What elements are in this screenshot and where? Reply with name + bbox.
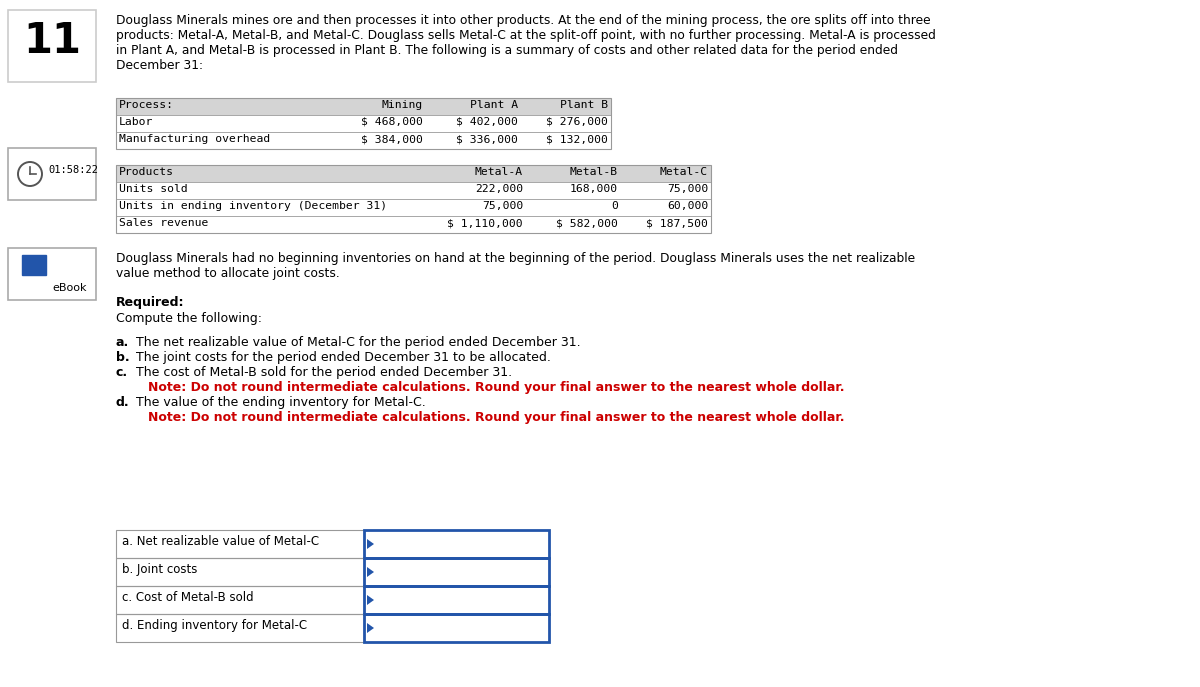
Text: Units in ending inventory (December 31): Units in ending inventory (December 31) [119, 201, 388, 211]
Text: Sales revenue: Sales revenue [119, 218, 209, 228]
Text: Process:: Process: [119, 100, 174, 110]
Text: Metal-B: Metal-B [570, 167, 618, 177]
Text: Metal-C: Metal-C [660, 167, 708, 177]
Text: December 31:: December 31: [116, 59, 203, 72]
Text: Note: Do not round intermediate calculations. Round your final answer to the nea: Note: Do not round intermediate calculat… [148, 381, 845, 394]
Bar [116, 98, 611, 149]
Text: 75,000: 75,000 [667, 184, 708, 194]
Bar [8, 148, 96, 200]
Text: The cost of Metal-B sold for the period ended December 31.: The cost of Metal-B sold for the period … [136, 366, 512, 379]
Bar [364, 558, 550, 586]
Text: Mining: Mining [382, 100, 424, 110]
Text: $ 384,000: $ 384,000 [361, 134, 424, 144]
Bar [364, 614, 550, 642]
Bar [116, 530, 364, 558]
Bar [364, 530, 550, 558]
Text: Douglass Minerals had no beginning inventories on hand at the beginning of the p: Douglass Minerals had no beginning inven… [116, 252, 916, 265]
Text: b. Joint costs: b. Joint costs [122, 563, 197, 576]
Text: products: Metal-A, Metal-B, and Metal-C. Douglass sells Metal-C at the split-off: products: Metal-A, Metal-B, and Metal-C.… [116, 29, 936, 42]
Bar [116, 614, 364, 642]
Text: $ 276,000: $ 276,000 [546, 117, 608, 127]
Text: 222,000: 222,000 [475, 184, 523, 194]
Text: 11: 11 [23, 20, 82, 62]
Text: $ 187,500: $ 187,500 [646, 218, 708, 228]
Text: a. Net realizable value of Metal-C: a. Net realizable value of Metal-C [122, 535, 319, 548]
Bar [116, 165, 710, 182]
Bar [116, 98, 611, 115]
Text: $ 336,000: $ 336,000 [456, 134, 518, 144]
Text: a.: a. [116, 336, 130, 349]
Text: Plant B: Plant B [560, 100, 608, 110]
Text: 60,000: 60,000 [667, 201, 708, 211]
Text: Manufacturing overhead: Manufacturing overhead [119, 134, 270, 144]
Polygon shape [367, 623, 374, 633]
Text: Note: Do not round intermediate calculations. Round your final answer to the nea: Note: Do not round intermediate calculat… [148, 411, 845, 424]
Text: $ 402,000: $ 402,000 [456, 117, 518, 127]
Bar [8, 248, 96, 300]
Text: Labor: Labor [119, 117, 154, 127]
Text: in Plant A, and Metal-B is processed in Plant B. The following is a summary of c: in Plant A, and Metal-B is processed in … [116, 44, 898, 57]
Polygon shape [367, 567, 374, 577]
Bar [116, 558, 364, 586]
Bar [8, 10, 96, 82]
Bar [22, 255, 46, 275]
Text: d.: d. [116, 396, 130, 409]
Bar [364, 586, 550, 614]
Text: The net realizable value of Metal-C for the period ended December 31.: The net realizable value of Metal-C for … [136, 336, 581, 349]
Polygon shape [367, 595, 374, 605]
Text: Required:: Required: [116, 296, 185, 309]
Text: The joint costs for the period ended December 31 to be allocated.: The joint costs for the period ended Dec… [136, 351, 551, 364]
Text: 75,000: 75,000 [481, 201, 523, 211]
Text: 168,000: 168,000 [570, 184, 618, 194]
Text: b.: b. [116, 351, 130, 364]
Text: $ 132,000: $ 132,000 [546, 134, 608, 144]
Text: Products: Products [119, 167, 174, 177]
Text: $ 582,000: $ 582,000 [556, 218, 618, 228]
Text: d. Ending inventory for Metal-C: d. Ending inventory for Metal-C [122, 619, 307, 632]
Bar [116, 586, 364, 614]
Text: eBook: eBook [52, 283, 86, 293]
Bar [116, 165, 710, 233]
Text: c. Cost of Metal-B sold: c. Cost of Metal-B sold [122, 591, 253, 604]
Text: Units sold: Units sold [119, 184, 187, 194]
Text: The value of the ending inventory for Metal-C.: The value of the ending inventory for Me… [136, 396, 426, 409]
Text: 0: 0 [611, 201, 618, 211]
Text: $ 1,110,000: $ 1,110,000 [448, 218, 523, 228]
Text: Compute the following:: Compute the following: [116, 312, 262, 325]
Text: value method to allocate joint costs.: value method to allocate joint costs. [116, 267, 340, 280]
Text: Metal-A: Metal-A [475, 167, 523, 177]
Text: 01:58:22: 01:58:22 [48, 165, 98, 175]
Text: Douglass Minerals mines ore and then processes it into other products. At the en: Douglass Minerals mines ore and then pro… [116, 14, 931, 27]
Text: $ 468,000: $ 468,000 [361, 117, 424, 127]
Polygon shape [367, 539, 374, 549]
Text: c.: c. [116, 366, 128, 379]
Text: Plant A: Plant A [470, 100, 518, 110]
